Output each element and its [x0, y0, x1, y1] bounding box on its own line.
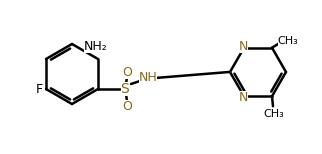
Text: CH₃: CH₃ [278, 36, 298, 46]
Text: NH: NH [138, 71, 157, 83]
Text: O: O [122, 99, 132, 113]
Text: N: N [238, 40, 248, 53]
Text: CH₃: CH₃ [264, 109, 284, 119]
Text: F: F [35, 83, 43, 95]
Text: NH₂: NH₂ [84, 39, 108, 53]
Text: S: S [121, 82, 129, 96]
Text: O: O [122, 65, 132, 79]
Text: N: N [238, 91, 248, 104]
